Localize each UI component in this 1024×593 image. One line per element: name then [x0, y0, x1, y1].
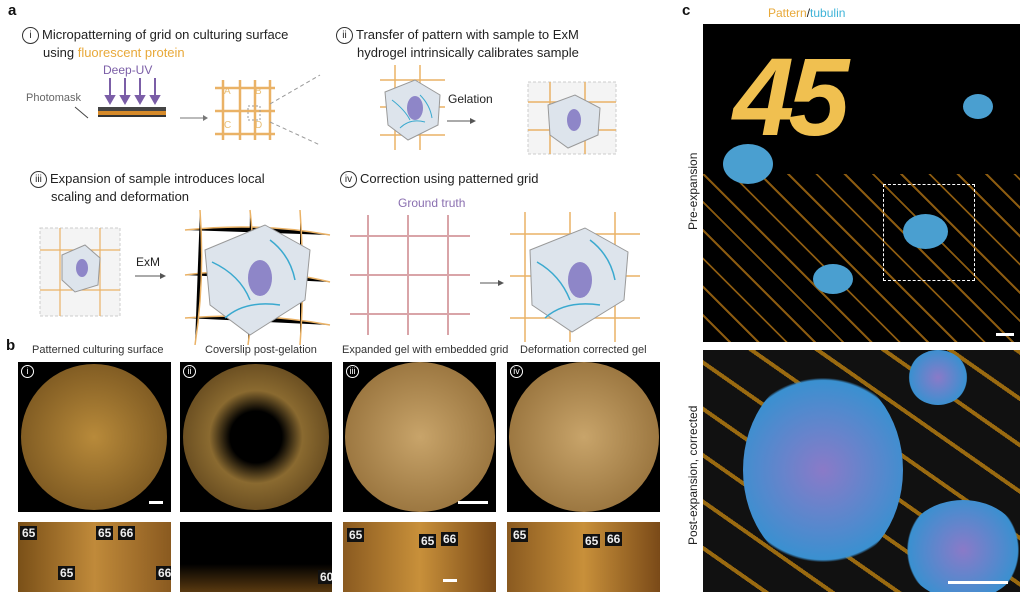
image-number: iii — [346, 365, 359, 378]
grid-letter-c: C — [224, 120, 232, 131]
legend-pattern: Pattern — [768, 6, 807, 20]
step-i-text: i Micropatterning of grid on culturing su… — [22, 26, 288, 61]
step-i-line1: Micropatterning of grid on culturing sur… — [42, 27, 289, 42]
grid-letter-d: D — [255, 120, 263, 131]
ground-truth-label: Ground truth — [398, 196, 466, 210]
ground-truth-grid — [350, 215, 470, 335]
post-expansion-label: Post-expansion, corrected — [686, 405, 700, 545]
image-number: i — [21, 365, 34, 378]
grid-number: 66 — [156, 566, 171, 580]
step-i-line2: using — [43, 45, 78, 60]
grid-number: 65 — [58, 566, 76, 580]
step-iii-line1: Expansion of sample introduces local — [50, 171, 265, 186]
roi-box — [883, 184, 975, 281]
exm-label: ExM — [136, 255, 160, 269]
panel-a-diagrams — [39, 65, 640, 345]
image-number: ii — [183, 365, 196, 378]
grid-number: 65 — [419, 534, 437, 548]
pre-expansion-image: 45 — [703, 24, 1020, 342]
grid-number: 65 — [20, 526, 38, 540]
grid-number: 60 — [318, 570, 332, 584]
strip-b-iii: 65 65 66 — [343, 522, 496, 592]
deep-uv-label: Deep-UV — [103, 63, 153, 77]
substrate — [98, 111, 166, 115]
grid-letter-b: B — [255, 86, 262, 97]
image-number: iv — [510, 365, 523, 378]
panel-c-label: c — [682, 2, 691, 19]
strip-b-ii: 60 — [180, 522, 332, 592]
strip-b-iv: 65 65 66 — [507, 522, 660, 592]
step-iii-line2: scaling and deformation — [51, 189, 190, 204]
panel-b-label: b — [6, 337, 16, 354]
step-ii-text: ii Transfer of pattern with sample to ExM… — [336, 26, 579, 61]
col-iv-title: Deformation corrected gel — [520, 344, 647, 356]
image-b-ii: ii — [180, 362, 332, 512]
photomask-label: Photomask — [26, 92, 82, 104]
step-iv-line1: Correction using patterned grid — [360, 171, 539, 186]
legend-tubulin: tubulin — [810, 6, 846, 20]
step-ii-line2: hydrogel intrinsically calibrates sample — [357, 45, 579, 60]
image-b-i: i — [18, 362, 171, 512]
step-number: iv — [340, 171, 357, 188]
step-iv-text: iv Correction using patterned grid — [340, 170, 539, 188]
legend-separator: / — [806, 6, 811, 20]
grid-number: 65 — [511, 528, 529, 542]
fluorescent-protein-highlight: fluorescent protein — [77, 45, 185, 60]
post-expansion-image — [703, 350, 1020, 592]
col-i-title: Patterned culturing surface — [32, 344, 164, 356]
grid-number: 65 — [347, 528, 365, 542]
grid-number: 65 — [96, 526, 114, 540]
col-iii-title: Expanded gel with embedded grid — [342, 344, 509, 356]
grid-number: 66 — [605, 532, 623, 546]
grid-letter-a: A — [224, 86, 231, 97]
pattern-grid — [215, 80, 275, 140]
grid-number: 66 — [118, 526, 136, 540]
photomask — [98, 107, 166, 111]
image-b-iii: iii — [343, 362, 496, 512]
image-b-iv: iv — [507, 362, 660, 512]
step-ii-line1: Transfer of pattern with sample to ExM — [356, 27, 579, 42]
pre-expansion-label: Pre-expansion — [686, 152, 700, 230]
grid-number: 65 — [583, 534, 601, 548]
grid-number: 66 — [441, 532, 459, 546]
channel-legend: Pattern/tubulin — [768, 6, 845, 20]
strip-b-i: 65 65 66 65 66 — [18, 522, 171, 592]
col-ii-title: Coverslip post-gelation — [205, 344, 317, 356]
step-iii-text: iii Expansion of sample introduces local … — [30, 170, 265, 205]
photomask-pointer — [74, 106, 89, 119]
gelation-label: Gelation — [448, 92, 493, 106]
pattern-number-45: 45 — [733, 36, 849, 159]
uv-arrows-icon — [104, 78, 161, 106]
panel-a-label: a — [8, 2, 17, 19]
